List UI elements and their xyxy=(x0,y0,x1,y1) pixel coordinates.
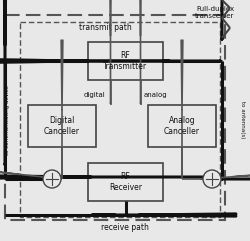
Text: Full-duplex
transceiver: Full-duplex transceiver xyxy=(195,6,235,19)
Bar xyxy=(88,163,163,201)
Text: RF
Transmitter: RF Transmitter xyxy=(104,51,148,71)
Circle shape xyxy=(203,170,221,188)
Bar xyxy=(88,42,163,80)
Text: analog: analog xyxy=(143,92,167,98)
Text: Analog
Canceller: Analog Canceller xyxy=(164,116,200,136)
Circle shape xyxy=(43,170,61,188)
Text: to communicating device: to communicating device xyxy=(6,85,10,155)
Bar xyxy=(148,105,216,147)
Text: receive path: receive path xyxy=(101,223,149,233)
Text: RF
Receiver: RF Receiver xyxy=(109,172,142,192)
Bar xyxy=(20,22,220,217)
Bar xyxy=(28,105,96,147)
Bar xyxy=(5,15,225,220)
Text: Digital
Canceller: Digital Canceller xyxy=(44,116,80,136)
Text: to antenna(s): to antenna(s) xyxy=(240,101,244,139)
Text: digital: digital xyxy=(84,92,106,98)
Text: transmit path: transmit path xyxy=(78,24,132,33)
